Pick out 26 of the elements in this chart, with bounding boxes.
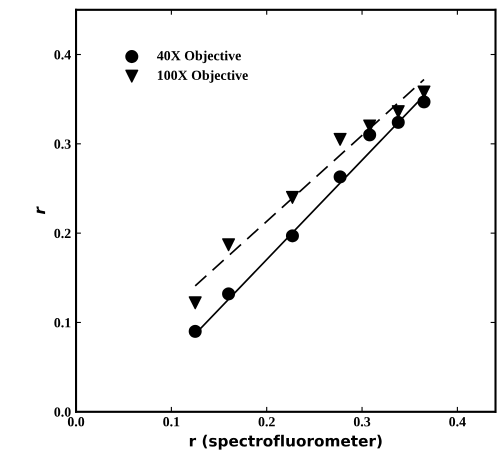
point [222,238,236,252]
y-axis-title: r [36,206,46,214]
point [392,105,405,118]
point [188,324,202,338]
legend-label: 100X Objective [158,70,248,83]
y-tick-label: 0.4 [54,50,71,60]
x-tick-label: 0.3 [354,417,370,426]
point [334,170,347,184]
x-tick-label: 0.4 [449,417,466,426]
point [392,116,405,129]
y-tick-label: 0.1 [54,318,70,328]
x-tick-label: 0.1 [163,417,180,426]
point [418,95,431,108]
x-tick-label: 0.2 [258,417,275,426]
point [222,287,236,300]
point [334,132,347,146]
point [363,128,376,142]
y-tick-label: 0.0 [54,407,71,417]
legend-label: 40X Objective [156,50,241,64]
x-tick-label: 0.0 [68,417,84,426]
point [188,296,202,310]
point [286,229,299,242]
x-axis-title: r (spectrofluorometer) [190,434,382,450]
y-tick-label: 0.3 [54,139,71,149]
point [286,190,299,204]
y-tick-label: 0.2 [54,228,71,238]
